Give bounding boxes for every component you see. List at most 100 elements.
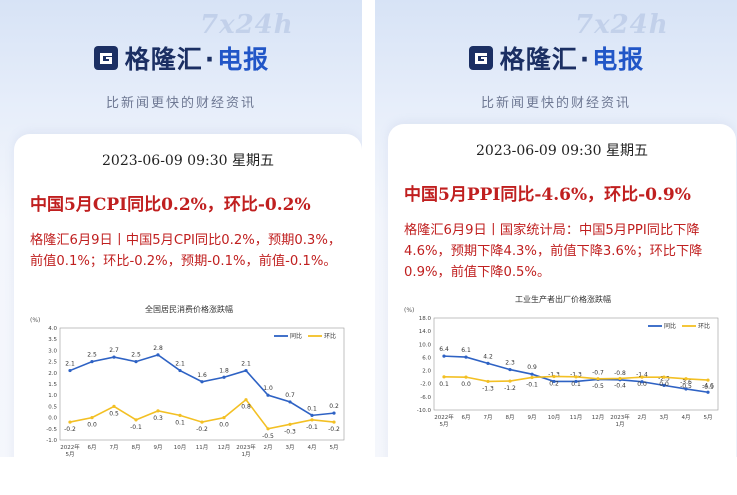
news-headline: 中国5月CPI同比0.2%，环比-0.2% [30,195,311,215]
data-label: -0.8 [614,370,626,377]
data-label: 2.1 [65,361,75,368]
data-label: 0.8 [241,404,251,411]
news-datetime: 2023-06-09 09:30 星期五 [102,153,274,169]
data-point [178,413,182,417]
data-point [684,377,688,381]
data-label: 0.0 [461,381,471,388]
data-point [222,375,226,379]
y-tick-label: 4.0 [48,326,57,332]
data-label: 0.0 [637,381,647,388]
data-point [310,418,314,422]
chart-unit: (%) [404,307,414,314]
x-tick-label: 10月 [174,444,187,451]
data-label: 0.2 [549,380,559,387]
data-label: 2.8 [153,345,163,352]
news-card: 2023-06-09 09:30 星期五 中国5月PPI同比-4.6%，环比-0… [388,124,736,495]
data-label: -3.6 [680,379,692,386]
data-point [464,355,468,359]
y-tick-label: 6.0 [422,355,431,361]
data-point [640,375,644,379]
y-tick-label: 1.5 [48,382,57,388]
footer-strip [375,457,737,495]
x-tick-label: 6月 [88,444,97,451]
y-tick-label: 0.5 [48,404,57,410]
data-point [90,416,94,420]
watermark: 7x24h [575,10,669,40]
data-label: 2.1 [241,361,251,368]
data-point [310,413,314,417]
x-tick-label: 7月 [484,414,493,421]
data-label: 0.2 [329,403,339,410]
data-label: -0.5 [680,383,692,390]
data-label: 2.5 [131,352,141,359]
data-label: 0.5 [109,410,119,417]
brand-channel: 电报 [592,45,645,74]
cpi-chart: 全国居民消费价格涨跌幅 (%) 4.0 3.5 3.0 2.5 2.0 1.5 1.0 0.5 0.… [26,302,352,470]
data-label: -0.2 [196,426,208,433]
data-label: 2.3 [505,360,515,367]
slogan: 比新闻更快的财经资讯 [480,96,631,111]
data-point [68,420,72,424]
data-point [178,368,182,373]
data-point [200,380,204,384]
data-point [486,379,490,384]
ppi-chart-svg: 工业生产者出厂价格涨跌幅 (%) 18.0 14.0 10.0 6.0 2.0 -2.0 -6.… [404,294,719,428]
watermark: 7x24h [200,10,294,40]
data-point [530,372,534,376]
y-tick-label: 2.0 [422,369,431,375]
data-point [662,375,666,379]
data-label: -0.7 [592,369,604,376]
y-tick-label: 10.0 [419,342,432,348]
y-tick-label: -2.0 [420,382,431,388]
data-point [574,379,578,384]
data-label: -0.3 [284,428,296,435]
chart-title: 工业生产者出厂价格涨跌幅 [515,294,611,304]
data-point [134,418,138,422]
data-label: 0.1 [571,381,581,388]
data-label: -0.1 [306,424,318,431]
panel-divider [362,0,375,495]
data-label: 1.0 [263,385,273,392]
data-point [288,400,292,404]
x-tick-label: 8月 [506,414,515,421]
data-label: -1.3 [482,385,494,392]
x-tick-label: 11月 [570,414,583,421]
data-label: -1.4 [636,372,648,379]
data-point [200,420,204,424]
data-point [662,383,666,387]
footer-strip [0,457,362,495]
x-tick-label: 2023年 1月 [610,413,630,428]
x-tick-label: 6月 [462,414,471,421]
ppi-news-panel: 7x24h 格隆汇·电报 比新闻更快的财经资讯 2023-06-09 09:30… [375,0,737,495]
news-datetime: 2023-06-09 09:30 星期五 [476,143,648,159]
brand-header: 格隆汇·电报 [0,40,362,76]
data-label: 1.8 [219,367,229,374]
data-point [508,367,512,372]
x-tick-label: 12月 [218,444,231,451]
brand-wordmark: 格隆汇·电报 [125,40,270,76]
ppi-chart: 工业生产者出厂价格涨跌幅 (%) 18.0 14.0 10.0 6.0 2.0 -2.0 -6.… [400,292,726,440]
data-label: 4.2 [483,353,493,360]
brand-channel: 电报 [217,45,270,74]
x-tick-label: 2022年 5月 [434,413,454,428]
data-label: -0.2 [328,426,340,433]
data-point [266,393,270,397]
x-tick-label: 11月 [196,444,209,451]
data-point [574,375,578,379]
x-tick-label: 5月 [330,444,339,451]
data-label: -0.5 [262,433,274,440]
data-point [244,398,248,402]
data-label: -4.6 [702,382,714,389]
x-tick-label: 4月 [308,444,317,451]
data-point [508,379,512,383]
y-tick-label: 2.0 [48,371,57,377]
data-point [156,353,160,357]
x-tick-label: 2月 [638,414,647,421]
data-label: -0.2 [64,426,76,433]
data-point [552,379,556,384]
data-label: 6.4 [439,346,449,353]
data-point [552,374,556,379]
y-tick-label: 3.5 [48,337,57,343]
plot-frame [433,317,719,411]
data-label: 0.0 [219,422,229,429]
